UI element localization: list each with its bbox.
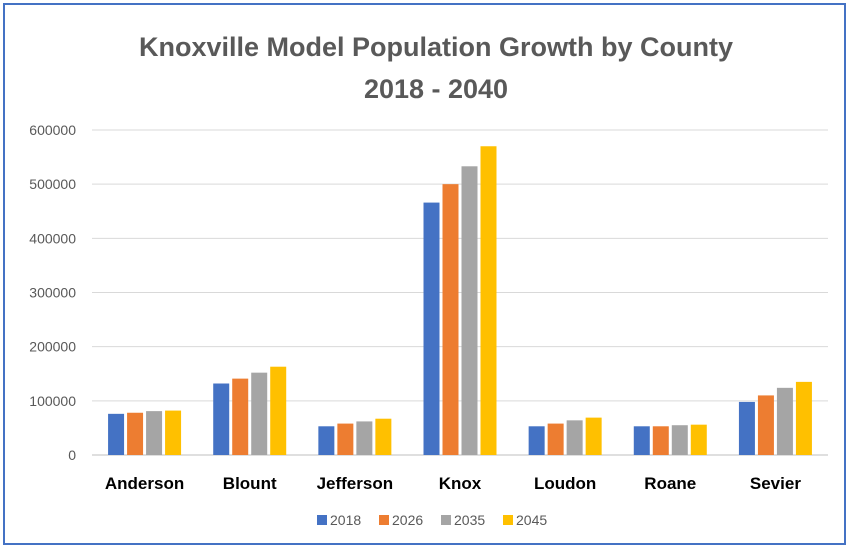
y-tick-label: 100000 <box>29 393 76 409</box>
bar-loudon-2045 <box>585 417 602 455</box>
legend-swatch-2026 <box>379 515 389 525</box>
chart-title-line-2: 2018 - 2040 <box>364 74 508 104</box>
legend-label-2045: 2045 <box>516 512 547 528</box>
x-tick-label: Anderson <box>105 474 184 493</box>
bar-loudon-2035 <box>566 420 583 455</box>
bars <box>108 146 812 455</box>
x-tick-label: Blount <box>223 474 277 493</box>
y-tick-label: 300000 <box>29 285 76 301</box>
legend: 2018 2026 2035 2045 <box>317 512 547 528</box>
bar-anderson-2035 <box>146 411 163 455</box>
chart-title-line-1: Knoxville Model Population Growth by Cou… <box>139 32 733 62</box>
legend-swatch-2035 <box>441 515 451 525</box>
bar-loudon-2026 <box>547 423 564 455</box>
bar-blount-2035 <box>251 372 268 455</box>
grid <box>92 129 828 456</box>
y-tick-label: 400000 <box>29 230 76 246</box>
legend-swatch-2018 <box>317 515 327 525</box>
x-tick-label: Roane <box>644 474 696 493</box>
bar-loudon-2018 <box>528 426 545 455</box>
bar-roane-2026 <box>652 426 669 455</box>
y-tick-label: 0 <box>68 447 76 463</box>
bar-sevier-2045 <box>795 381 812 455</box>
bar-knox-2045 <box>480 146 497 455</box>
bar-sevier-2018 <box>738 401 755 455</box>
x-axis-ticks: Anderson Blount Jefferson Knox Loudon Roane Se… <box>105 474 801 493</box>
bar-jefferson-2045 <box>375 418 392 455</box>
y-tick-label: 600000 <box>29 122 76 138</box>
bar-roane-2045 <box>690 424 707 455</box>
bar-blount-2018 <box>213 383 230 455</box>
bar-sevier-2026 <box>757 395 774 455</box>
bar-roane-2018 <box>633 426 650 455</box>
bar-roane-2035 <box>671 425 688 455</box>
x-tick-label: Loudon <box>534 474 596 493</box>
bar-sevier-2035 <box>776 387 793 455</box>
bar-jefferson-2018 <box>318 426 335 455</box>
bar-knox-2018 <box>423 202 440 455</box>
legend-swatch-2045 <box>503 515 513 525</box>
legend-label-2035: 2035 <box>454 512 485 528</box>
y-tick-label: 500000 <box>29 176 76 192</box>
x-tick-label: Jefferson <box>317 474 394 493</box>
bar-blount-2045 <box>270 366 287 455</box>
bar-knox-2026 <box>442 184 459 455</box>
bar-blount-2026 <box>232 378 249 455</box>
bar-anderson-2026 <box>127 412 144 455</box>
legend-label-2026: 2026 <box>392 512 423 528</box>
bar-anderson-2045 <box>165 410 182 455</box>
x-tick-label: Sevier <box>750 474 801 493</box>
y-axis-ticks: 0 100000 200000 300000 400000 500000 600000 <box>29 122 76 463</box>
bar-jefferson-2026 <box>337 423 354 455</box>
legend-label-2018: 2018 <box>330 512 361 528</box>
bar-knox-2035 <box>461 166 478 455</box>
bar-anderson-2018 <box>108 413 125 455</box>
bar-jefferson-2035 <box>356 421 373 455</box>
y-tick-label: 200000 <box>29 339 76 355</box>
x-tick-label: Knox <box>439 474 482 493</box>
